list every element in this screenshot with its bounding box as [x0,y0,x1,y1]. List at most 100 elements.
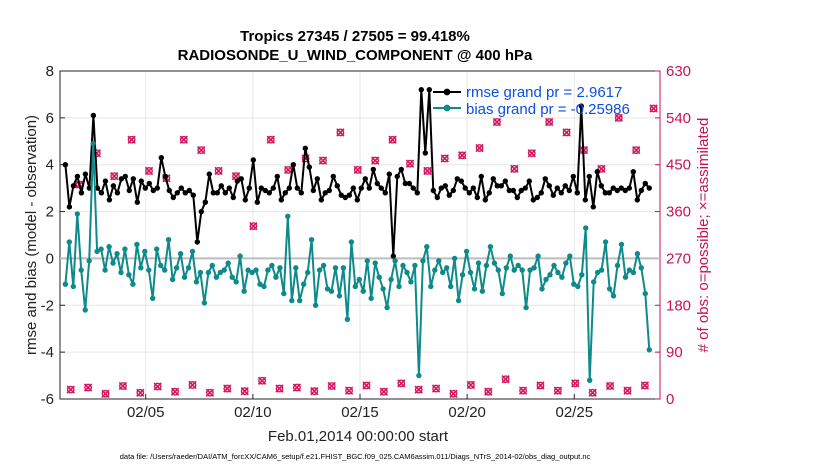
rmse-point [410,185,416,191]
bias-point [205,269,212,276]
rmse-point [494,183,500,189]
possible-obs-marker [136,388,145,397]
rmse-point [346,192,352,198]
possible-obs-marker [292,383,301,392]
possible-obs-marker [553,386,562,395]
possible-obs-marker [345,386,353,395]
bias-point [86,258,92,264]
rmse-point [606,190,612,196]
possible-obs-marker [66,385,75,394]
bias-point [571,281,577,287]
assimilated-obs-marker [405,159,415,168]
rmse-point [378,185,384,191]
possible-obs-marker [510,164,519,173]
bias-point [316,267,323,273]
rmse-point [338,192,344,198]
possible-obs-marker [475,144,484,152]
bias-point [622,274,629,280]
rmse-point [310,187,316,194]
assimilated-obs-marker [553,386,563,395]
bias-point [630,269,637,276]
possible-obs-marker [101,389,110,398]
rmse-point [178,185,184,191]
bias-point [122,246,128,252]
y-tick-label: 8 [46,63,54,80]
bias-point [567,253,573,259]
bias-point [555,269,561,276]
rmse-point [78,190,85,196]
rmse-point [306,164,312,170]
bias-point [189,248,196,255]
bias-point [162,267,168,273]
bias-point [289,297,295,304]
legend-rmse-label: rmse grand pr = 2.9617 [466,84,622,101]
bias-point [126,272,132,278]
bias-point [503,265,509,271]
assimilated-obs-marker [562,128,571,137]
possible-obs-marker [423,167,432,175]
bias-point [602,239,609,245]
bias-point [591,279,597,285]
rmse-point [222,190,228,196]
rmse-point [254,199,260,205]
assimilated-obs-marker [623,386,632,395]
bias-point [606,286,613,292]
assimilated-obs-marker [223,384,232,393]
rmse-point [70,183,77,189]
rmse-point [190,192,196,198]
possible-obs-marker [362,381,371,390]
possible-obs-marker [527,149,536,158]
rmse-point [626,185,632,191]
bias-point [444,265,450,271]
possible-obs-marker [188,381,197,389]
rmse-point [450,187,456,194]
rmse-point [322,190,328,196]
possible-obs-marker [119,382,127,390]
rmse-point [298,190,304,196]
assimilated-obs-marker [605,381,615,391]
assimilated-obs-marker [66,385,75,394]
bias-point [400,262,406,269]
possible-obs-marker [258,376,267,385]
bias-point [253,267,259,273]
bias-point [169,276,176,283]
bias-point [102,267,108,273]
bias-point [467,269,474,276]
bias-point [587,377,593,383]
assimilated-obs-marker [423,166,432,176]
bias-point [181,274,188,280]
possible-obs-marker [623,386,632,395]
y-axis-label: rmse and bias (model - observation) [23,115,40,355]
rmse-point [514,194,520,201]
bias-point [324,286,331,292]
rmse-point [158,155,164,161]
assimilated-obs-marker [640,381,650,390]
bias-point [106,244,112,250]
bias-point [626,267,633,273]
assimilated-obs-marker [527,149,536,158]
assimilated-obs-marker [614,113,623,123]
rmse-point [166,187,172,194]
assimilated-obs-marker [188,380,197,390]
bias-point [551,262,557,269]
assimilated-obs-marker [632,145,641,155]
rmse-point [174,190,180,196]
x-tick-label: 02/20 [448,404,486,421]
rmse-point [202,199,208,205]
assimilated-obs-marker [571,379,580,388]
assimilated-obs-marker [344,386,354,395]
rmse-point [290,162,296,168]
possible-obs-marker [536,381,545,390]
assimilated-obs-marker [249,221,258,231]
rmse-point [578,103,584,109]
rmse-point [270,185,276,191]
bias-point [463,248,470,255]
bias-point [459,272,466,278]
possible-obs-marker [649,104,658,113]
rmse-point [82,171,89,177]
possible-obs-marker [501,375,510,384]
possible-obs-marker [197,146,206,155]
bias-point [146,267,152,273]
rmse-point [422,150,428,156]
bias-point [114,251,120,257]
